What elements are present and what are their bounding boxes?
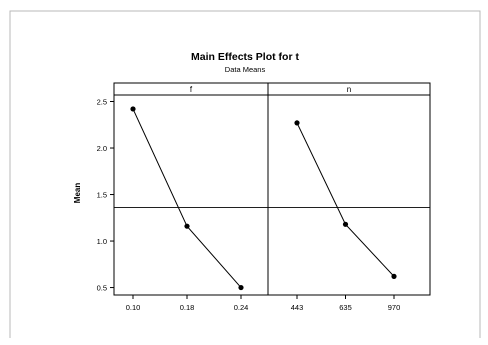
panel-f-header: f xyxy=(113,82,269,96)
data-point-n-3 xyxy=(391,273,397,279)
x-tick-label: 0.18 xyxy=(180,303,195,312)
y-tick-label: 1.0 xyxy=(97,237,107,246)
series-line-n xyxy=(296,122,395,277)
panel-f-label: f xyxy=(190,85,193,94)
data-point-n-1 xyxy=(294,120,300,126)
x-tick-label: 970 xyxy=(388,303,401,312)
x-tick-label: 0.24 xyxy=(234,303,249,312)
data-point-f-3 xyxy=(238,284,244,291)
x-tick-label: 635 xyxy=(339,303,352,312)
chart-title: Main Effects Plot for t xyxy=(191,51,299,63)
y-axis-label: Mean xyxy=(73,183,82,204)
x-tick-label: 443 xyxy=(291,303,304,312)
y-tick-label: 2.0 xyxy=(97,144,107,153)
panel-f-plot-area xyxy=(113,94,269,296)
y-tick-label: 0.5 xyxy=(97,284,107,293)
series-line-f xyxy=(132,108,242,288)
panel-n-plot-area xyxy=(267,94,431,296)
data-point-f-1 xyxy=(130,106,136,112)
chart-subtitle: Data Means xyxy=(225,65,266,74)
data-point-f-2 xyxy=(184,223,190,229)
y-tick-label: 1.5 xyxy=(97,191,107,200)
x-tick-label: 0.10 xyxy=(126,303,141,312)
y-tick-label: 2.5 xyxy=(97,98,107,107)
data-point-n-2 xyxy=(342,221,349,227)
panel-n-header: n xyxy=(267,82,431,96)
panel-n-label: n xyxy=(347,85,351,94)
window-frame xyxy=(9,10,481,338)
